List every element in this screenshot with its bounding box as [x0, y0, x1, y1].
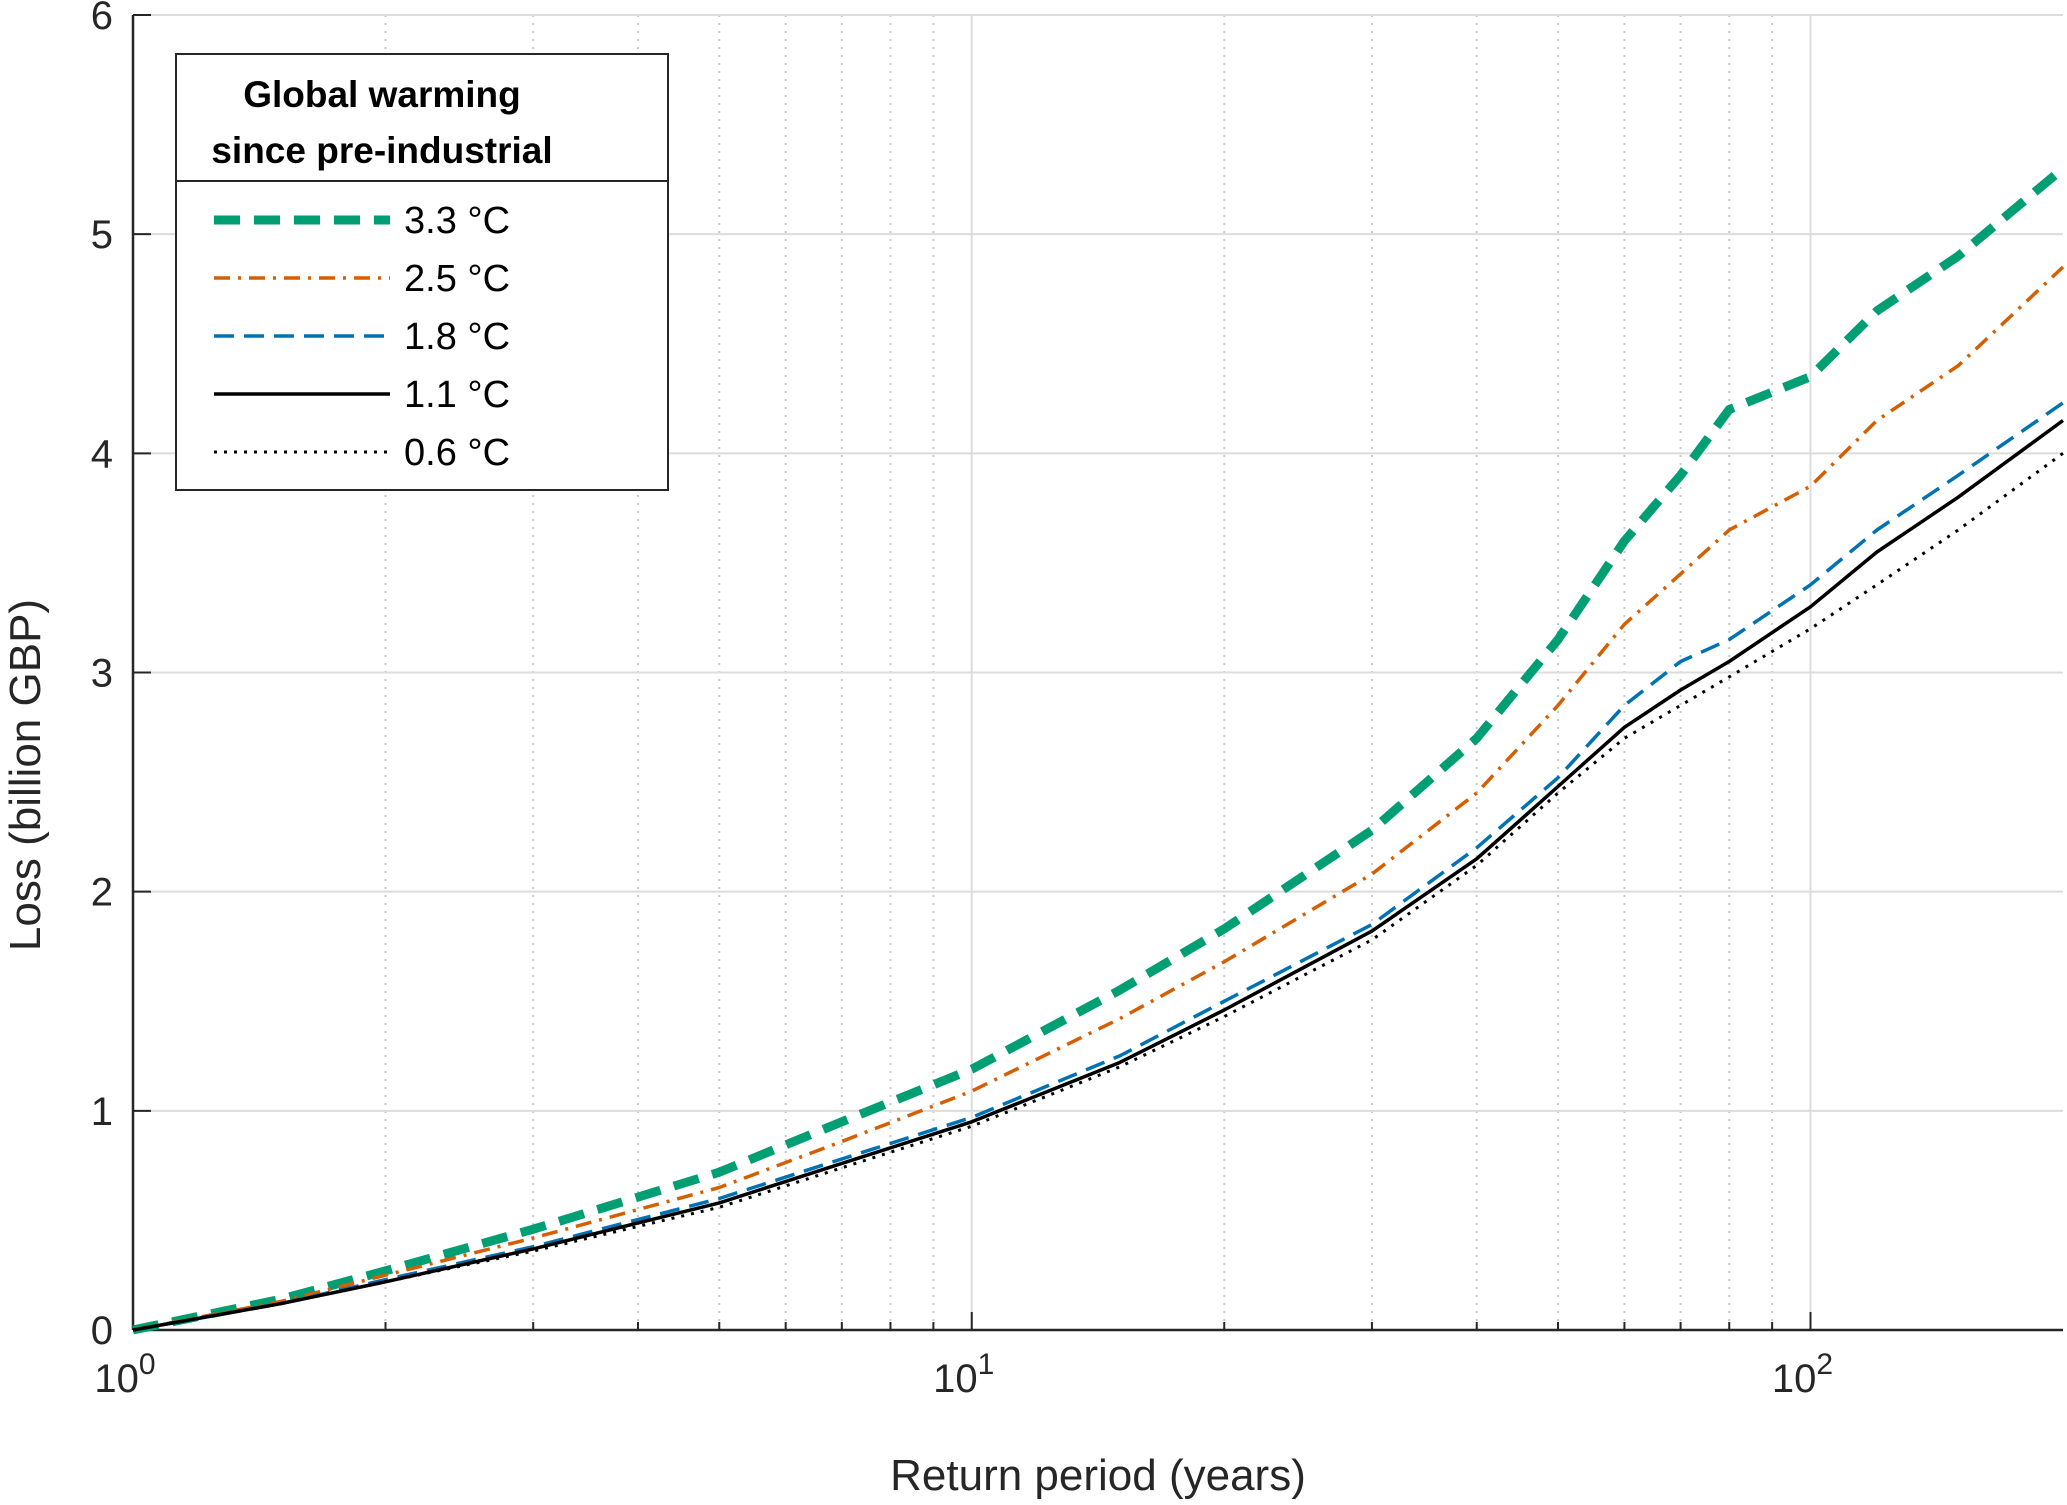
- legend-label: 0.6 °C: [404, 432, 510, 474]
- y-tick-label: 6: [91, 0, 113, 38]
- x-tick-base: 10: [1772, 1357, 1817, 1401]
- x-tick-exponent: 1: [978, 1348, 995, 1381]
- legend-title-line2: since pre-industrial: [211, 130, 552, 171]
- y-tick-label: 1: [91, 1090, 113, 1134]
- x-tick-label: 102: [1772, 1348, 1833, 1401]
- series-line: [132, 401, 2064, 1332]
- y-tick-label: 2: [91, 871, 113, 915]
- x-tick-exponent: 0: [139, 1348, 156, 1381]
- legend: Global warming since pre-industrial 3.3 …: [175, 53, 669, 491]
- legend-label: 1.1 °C: [404, 374, 510, 416]
- x-tick-label: 100: [94, 1348, 155, 1401]
- x-tick-label: 101: [933, 1348, 994, 1401]
- y-tick-label: 3: [91, 652, 113, 696]
- legend-label: 1.8 °C: [404, 316, 510, 358]
- y-axis-label: Loss (billion GBP): [1, 599, 50, 951]
- x-tick-base: 10: [94, 1357, 139, 1401]
- series-line: [132, 265, 2065, 1332]
- x-tick-base: 10: [933, 1357, 978, 1401]
- grid: [132, 14, 2063, 1331]
- legend-entries: 3.3 °C 2.5 °C 1.8 °C 1.1 °C 0.6 °C: [214, 200, 510, 474]
- x-axis-label: Return period (years): [890, 1451, 1306, 1500]
- legend-title-line1: Global warming: [243, 74, 521, 115]
- y-tick-label: 0: [91, 1309, 113, 1353]
- legend-label: 2.5 °C: [404, 258, 510, 300]
- y-tick-label: 5: [91, 213, 113, 257]
- x-tick-exponent: 2: [1816, 1348, 1833, 1381]
- series-line: [132, 419, 2065, 1332]
- series-line: [132, 164, 2066, 1335]
- series-lines: [132, 164, 2066, 1335]
- legend-box: [175, 53, 669, 491]
- y-tick-label: 4: [91, 432, 113, 476]
- legend-label: 3.3 °C: [404, 200, 510, 242]
